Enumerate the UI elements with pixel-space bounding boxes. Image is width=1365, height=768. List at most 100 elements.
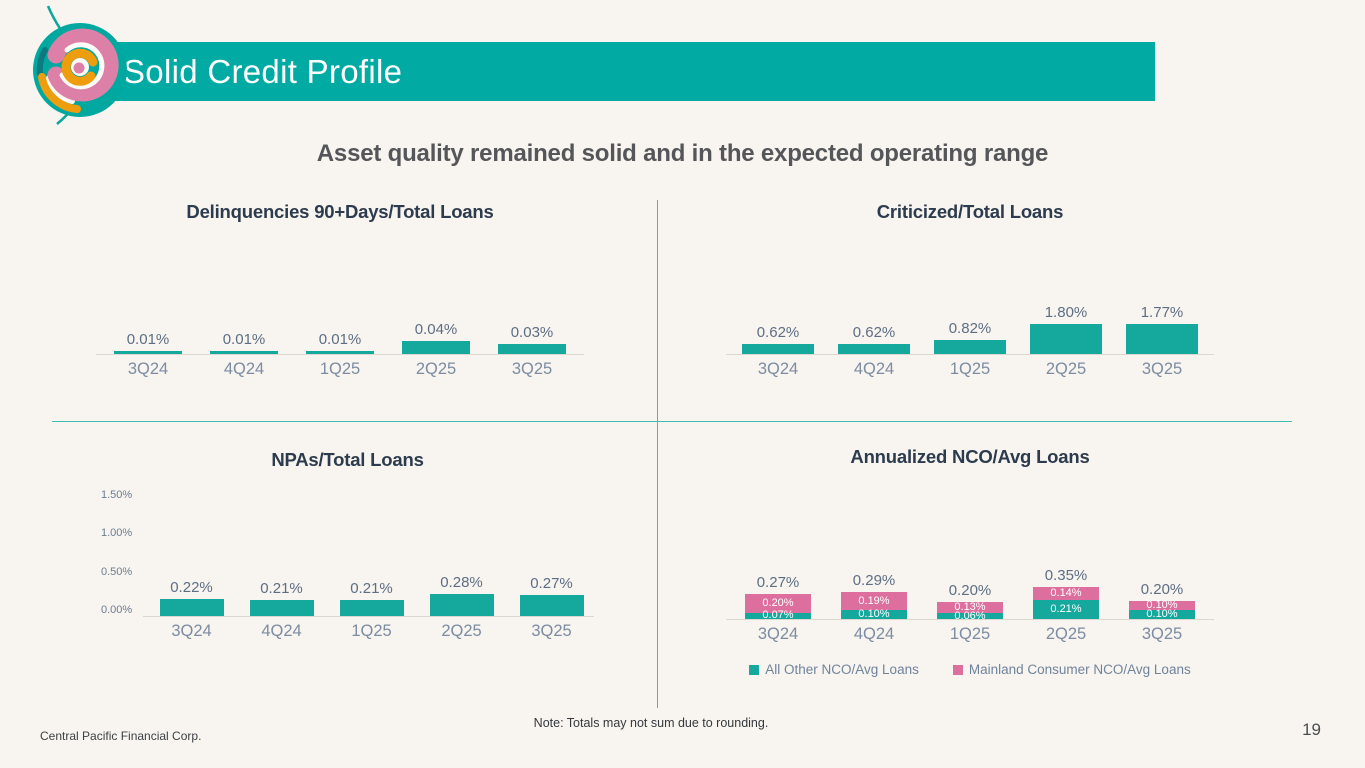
value-label: 0.35% — [1044, 566, 1088, 584]
chart-title: Criticized/Total Loans — [876, 201, 1064, 222]
value-label: 0.21% — [350, 579, 393, 597]
category-label: 4Q24 — [261, 622, 302, 640]
category-label: 4Q24 — [223, 360, 265, 378]
value-label: 0.27% — [530, 575, 573, 593]
value-label: 0.01% — [222, 330, 266, 348]
bar — [249, 599, 314, 616]
x-axis-line — [143, 616, 594, 617]
bars: 0.01% 0.01% 0.01% 0.04% 0.03% — [90, 228, 590, 354]
bar — [934, 340, 1006, 354]
legend-swatch-pink-icon — [952, 664, 963, 675]
value-label: 0.20% — [948, 581, 992, 599]
value-label: 0.21% — [260, 579, 303, 597]
bar — [159, 599, 224, 616]
category-labels: 3Q24 4Q24 1Q25 2Q25 3Q25 — [143, 617, 600, 641]
value-label: 0.28% — [440, 574, 483, 592]
segment-label: 0.21% — [1050, 602, 1082, 615]
bar-slot: 1.77% — [1114, 304, 1210, 354]
chart-criticized: Criticized/Total Loans 0.62% 0.62% 0.82% 1.… — [720, 200, 1220, 379]
segment-label: 0.10% — [1146, 598, 1178, 611]
segment-label: 0.19% — [858, 594, 890, 607]
value-label: 0.29% — [852, 572, 896, 590]
stacked-segment: 0.06% — [937, 610, 1003, 621]
stacked-segment: 0.21% — [1033, 599, 1099, 619]
title-banner: Solid Credit Profile — [97, 42, 1155, 101]
segment-label: 0.07% — [762, 609, 794, 622]
stacked-segment: 0.14% — [1033, 586, 1099, 600]
category-label: 1Q25 — [351, 622, 392, 640]
bar — [1030, 323, 1102, 354]
nco-legend: All Other NCO/Avg Loans Mainland Consume… — [720, 662, 1220, 677]
x-axis-line — [726, 619, 1214, 620]
category-label: 2Q25 — [1045, 625, 1087, 643]
chart-title: NPAs/Total Loans — [271, 449, 424, 470]
chart-title: Annualized NCO/Avg Loans — [850, 446, 1090, 467]
category-label: 3Q25 — [1141, 625, 1183, 643]
value-label: 1.80% — [1044, 303, 1088, 321]
x-axis-line — [96, 354, 584, 355]
legend-swatch-teal-icon — [749, 664, 760, 675]
segment-label: 0.14% — [1050, 586, 1082, 599]
bars: 0.22% 0.21% 0.21% 0.28% 0.27% — [143, 476, 600, 616]
bar-slot: 0.22% — [147, 579, 237, 616]
cpb-logo-icon — [33, 5, 127, 125]
bar — [1126, 324, 1198, 354]
category-label: 4Q24 — [853, 625, 895, 643]
category-label: 2Q25 — [1045, 360, 1087, 378]
bar — [402, 341, 470, 354]
bar — [429, 594, 494, 616]
category-label: 2Q25 — [441, 622, 482, 640]
bar-slot: 1.80% — [1018, 304, 1114, 354]
bar — [339, 599, 404, 616]
slide-subtitle: Asset quality remained solid and in the … — [316, 140, 1049, 167]
legend-item-mainland-consumer: Mainland Consumer NCO/Avg Loans — [952, 662, 1191, 677]
bar-slot: 0.21% — [327, 580, 417, 616]
company-name: Central Pacific Financial Corp. — [40, 729, 202, 743]
bar-slot: 0.28% — [417, 574, 507, 616]
bar-slot: 0.03% — [484, 324, 580, 354]
bar — [114, 350, 182, 354]
category-label: 3Q25 — [511, 360, 553, 378]
value-label: 0.20% — [1140, 580, 1184, 598]
bar — [306, 350, 374, 354]
legend-label: All Other NCO/Avg Loans — [765, 662, 919, 677]
bars: 0.27% 0.20% 0.07% 0.29% 0.19% 0.10% 0.20% 0.13%… — [720, 473, 1220, 622]
bar-slot: 0.27% — [507, 575, 597, 616]
category-label: 1Q25 — [949, 360, 991, 378]
bar-slot: 0.82% — [922, 320, 1018, 354]
category-label: 1Q25 — [949, 625, 991, 643]
category-label: 3Q24 — [757, 360, 799, 378]
bar-slot: 0.20% 0.10% 0.10% — [1114, 581, 1210, 619]
quadrant-divider-horizontal — [52, 421, 1292, 422]
bar — [742, 343, 814, 354]
bar-slot: 0.21% — [237, 580, 327, 616]
stacked-segment: 0.13% — [937, 602, 1003, 614]
category-label: 3Q25 — [1141, 360, 1183, 378]
stacked-segment: 0.20% — [745, 594, 811, 613]
bar — [519, 595, 584, 616]
category-label: 3Q24 — [171, 622, 212, 640]
bar-slot: 0.62% — [730, 324, 826, 354]
segment-label: 0.10% — [858, 607, 890, 620]
legend-item-all-other: All Other NCO/Avg Loans — [749, 662, 919, 677]
stacked-segment: 0.19% — [841, 592, 907, 610]
page-number: 19 — [1302, 720, 1321, 739]
value-label: 0.22% — [170, 579, 213, 597]
bar-slot: 0.01% — [196, 331, 292, 354]
segment-label: 0.13% — [954, 601, 986, 613]
value-label: 0.04% — [414, 321, 458, 339]
value-label: 0.62% — [852, 323, 896, 341]
plot-area: 0.01% 0.01% 0.01% 0.04% 0.03% 3Q24 4Q24 1Q25 2Q… — [90, 228, 590, 379]
category-labels: 3Q24 4Q24 1Q25 2Q25 3Q25 — [720, 620, 1220, 644]
slide-title: Solid Credit Profile — [123, 52, 403, 90]
chart-title: Delinquencies 90+Days/Total Loans — [186, 201, 494, 222]
bars: 0.62% 0.62% 0.82% 1.80% 1.77% — [720, 228, 1220, 354]
legend-label: Mainland Consumer NCO/Avg Loans — [968, 662, 1191, 677]
bar — [838, 343, 910, 354]
plot-area: 0.62% 0.62% 0.82% 1.80% 1.77% 3Q24 4Q24 1Q25 2Q… — [720, 228, 1220, 379]
value-label: 0.27% — [756, 574, 800, 592]
category-labels: 3Q24 4Q24 1Q25 2Q25 3Q25 — [720, 355, 1220, 379]
bar-slot: 0.29% 0.19% 0.10% — [826, 572, 922, 619]
bar-slot: 0.35% 0.14% 0.21% — [1018, 567, 1114, 619]
